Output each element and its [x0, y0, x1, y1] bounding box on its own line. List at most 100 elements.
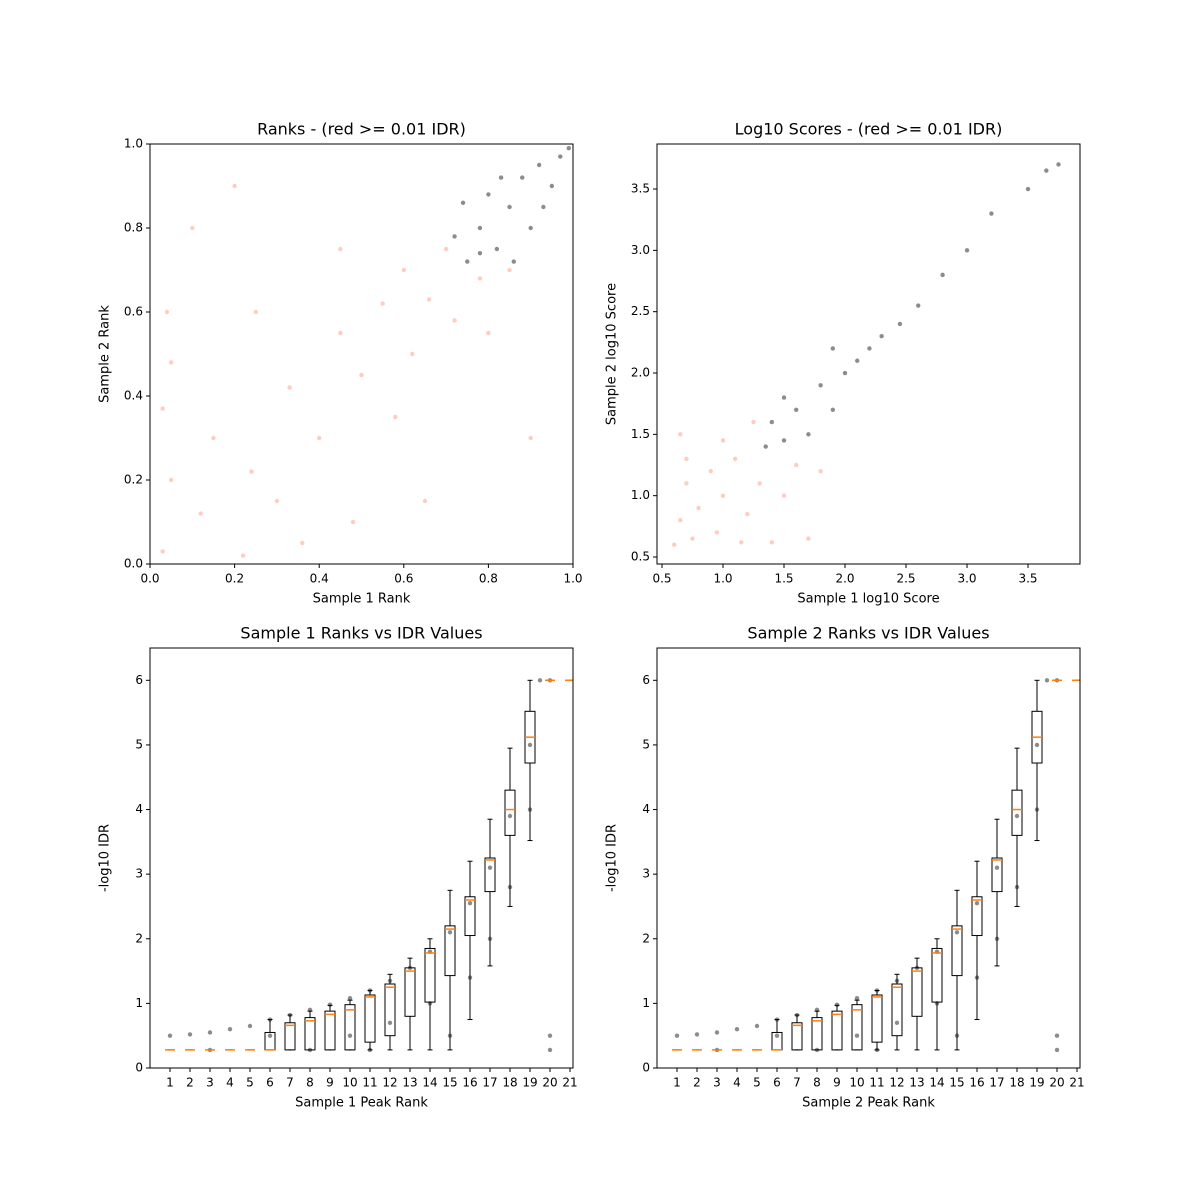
y-tick-label: 0.6	[124, 305, 143, 319]
axes-frame	[149, 647, 574, 1069]
point	[187, 1032, 193, 1037]
x-tick-label: 1.0	[563, 572, 582, 586]
point	[380, 301, 385, 306]
plot-area	[160, 146, 571, 558]
box	[791, 1022, 803, 1051]
box	[484, 857, 496, 893]
point	[247, 1023, 253, 1029]
point	[452, 318, 457, 323]
chart-title: Log10 Scores - (red >= 0.01 IDR)	[735, 120, 1003, 139]
point	[232, 183, 237, 189]
box	[344, 1004, 356, 1051]
point	[537, 678, 543, 683]
x-tick-label: 13	[402, 1076, 417, 1090]
x-axis-label: Sample 2 Peak Rank	[802, 1096, 935, 1111]
x-tick-label: 20	[1049, 1076, 1064, 1090]
x-tick-label: 0.8	[479, 572, 498, 586]
x-tick-label: 5	[753, 1076, 761, 1090]
x-tick-label: 1.5	[774, 572, 793, 586]
point	[1054, 1033, 1060, 1038]
point	[549, 183, 555, 189]
point	[696, 505, 701, 511]
y-tick-label: 2	[642, 931, 650, 945]
y-tick-label: 4	[135, 802, 143, 816]
point	[167, 1033, 173, 1038]
axes-frame	[656, 143, 1081, 565]
point	[720, 438, 726, 443]
point	[781, 493, 787, 498]
point	[1014, 813, 1020, 819]
y-tick-label: 0.8	[124, 221, 143, 235]
x-tick-label: 8	[306, 1076, 314, 1090]
point	[190, 225, 195, 231]
x-tick-label: 12	[889, 1076, 904, 1090]
box	[504, 789, 516, 836]
point	[507, 813, 513, 819]
point	[989, 211, 994, 216]
x-tick-label: 1	[673, 1076, 681, 1090]
y-axis-label: Sample 2 log10 Score	[605, 283, 620, 425]
box	[851, 1004, 863, 1051]
x-tick-label: 17	[482, 1076, 497, 1090]
chart-title: Sample 2 Ranks vs IDR Values	[747, 624, 989, 643]
box	[364, 994, 376, 1043]
y-tick-label: 0.4	[124, 389, 143, 403]
point	[1054, 1047, 1060, 1053]
y-tick-label: 4	[642, 802, 650, 816]
point	[547, 1033, 553, 1038]
box	[911, 967, 923, 1017]
point	[781, 438, 787, 443]
box	[304, 1017, 316, 1051]
point	[994, 865, 1000, 870]
y-axis-label: -log10 IDR	[605, 824, 620, 892]
x-tick-label: 7	[286, 1076, 294, 1090]
x-axis-label: Sample 1 log10 Score	[797, 592, 939, 607]
point	[164, 309, 170, 315]
point	[536, 162, 542, 168]
point	[794, 462, 799, 468]
point	[879, 334, 884, 339]
point	[274, 498, 280, 504]
x-tick-label: 6	[266, 1076, 274, 1090]
box	[404, 967, 416, 1017]
plot-area	[165, 678, 573, 1053]
y-tick-label: 2.0	[631, 366, 650, 380]
x-tick-label: 4	[226, 1076, 234, 1090]
point	[714, 530, 720, 535]
point	[541, 204, 546, 210]
point	[447, 930, 453, 935]
point	[198, 511, 203, 516]
point	[734, 1027, 740, 1032]
x-tick-label: 16	[969, 1076, 984, 1090]
box	[1011, 789, 1023, 836]
point	[338, 330, 343, 336]
point	[359, 372, 364, 378]
y-tick-label: 3.5	[631, 182, 650, 196]
point	[401, 267, 406, 273]
point	[769, 419, 775, 425]
point	[830, 346, 836, 351]
point	[1025, 186, 1031, 192]
point	[253, 309, 258, 315]
box	[931, 947, 943, 1003]
y-tick-label: 1.0	[631, 488, 650, 502]
point	[751, 419, 756, 425]
point	[806, 432, 811, 437]
x-tick-label: 3.5	[1018, 572, 1037, 586]
point	[558, 154, 563, 159]
point	[507, 267, 512, 273]
point	[1044, 678, 1050, 683]
point	[818, 383, 823, 388]
y-tick-label: 6	[135, 673, 143, 687]
point	[954, 930, 960, 935]
point	[916, 303, 921, 308]
box	[811, 1017, 823, 1051]
point	[974, 901, 980, 906]
point	[674, 1033, 680, 1038]
point	[774, 1033, 780, 1038]
x-tick-label: 18	[502, 1076, 517, 1090]
x-tick-label: 8	[813, 1076, 821, 1090]
x-tick-label: 0.0	[140, 572, 159, 586]
y-axis-label: Sample 2 Rank	[98, 305, 113, 403]
point	[347, 996, 353, 1001]
